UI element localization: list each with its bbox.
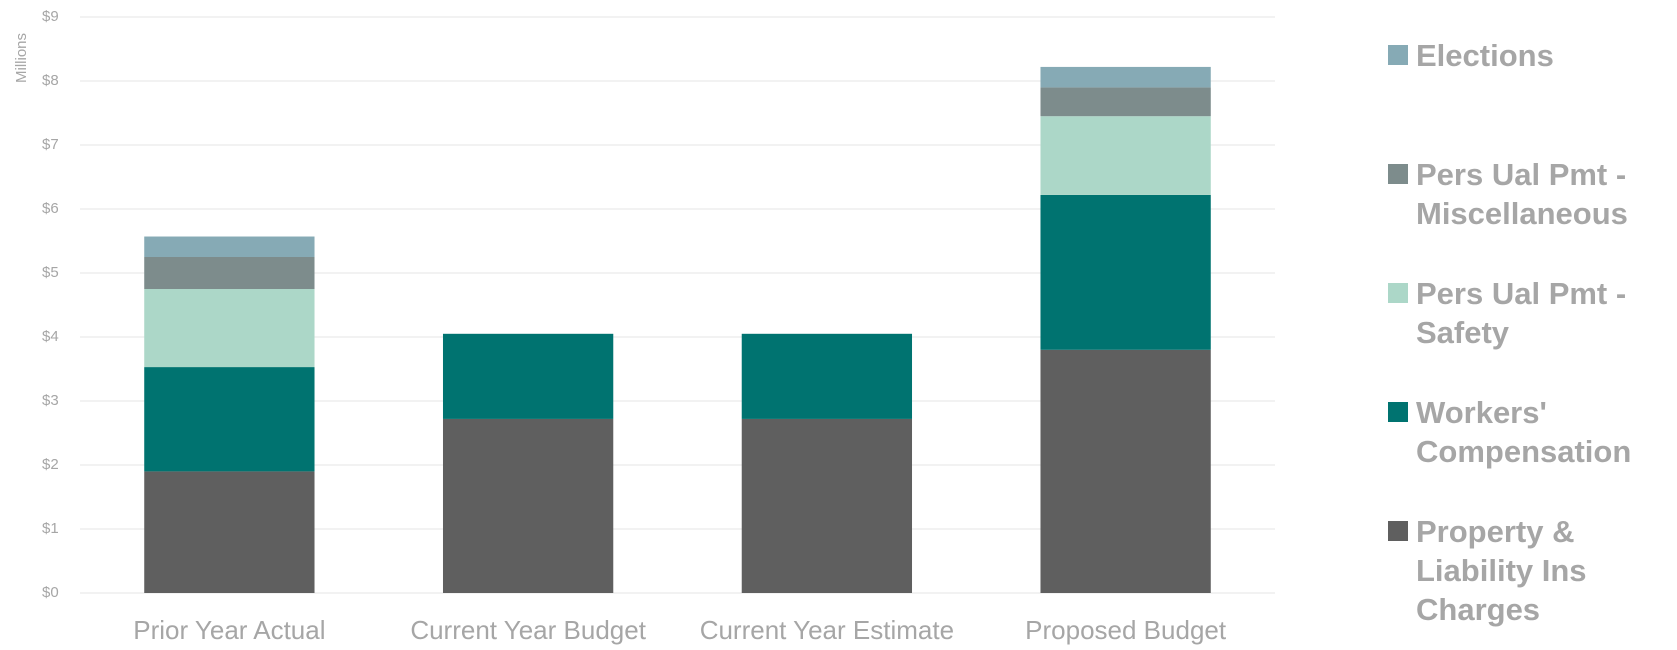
- bar-segment: [442, 418, 614, 593]
- legend-label: Pers Ual Pmt - Safety: [1416, 276, 1627, 350]
- y-tick-label: $7: [42, 136, 59, 153]
- x-tick-label: Current Year Estimate: [700, 615, 954, 645]
- legend-label: Elections: [1416, 38, 1554, 73]
- y-axis-label: Millions: [13, 33, 30, 83]
- legend-label: Pers Ual Pmt - Miscellaneous: [1416, 157, 1628, 231]
- y-tick-label: $6: [42, 200, 59, 217]
- bar-segment: [144, 236, 315, 257]
- bar-segment: [1040, 349, 1211, 593]
- plot: Millions $0 $1 $2 $3 $4 $5 $6 $7 $8 $9 Prior Year …: [13, 8, 1275, 645]
- legend-item: Workers' Compensation: [1388, 393, 1673, 471]
- bar-segment: [442, 333, 614, 419]
- legend-label: Property & Liability Ins Charges: [1416, 514, 1587, 627]
- y-tick-label: $3: [42, 392, 59, 409]
- bar-segment: [144, 257, 315, 289]
- y-tick-label: $0: [42, 584, 59, 601]
- bar-segment: [741, 418, 913, 593]
- legend-item: Pers Ual Pmt - Miscellaneous: [1388, 155, 1673, 233]
- x-tick-label: Proposed Budget: [1025, 615, 1227, 645]
- legend-item: Property & Liability Ins Charges: [1388, 512, 1673, 629]
- y-tick-label: $8: [42, 72, 59, 89]
- x-tick-label: Prior Year Actual: [133, 615, 325, 645]
- bar-segment: [741, 333, 913, 419]
- y-tick-label: $4: [42, 328, 59, 345]
- legend-swatch: [1388, 45, 1408, 65]
- bar-segment: [1040, 87, 1211, 117]
- legend-item: Pers Ual Pmt - Safety: [1388, 274, 1673, 352]
- bar-segment: [144, 367, 315, 472]
- bar-segment: [1040, 194, 1211, 350]
- y-tick-label: $9: [42, 8, 59, 25]
- legend: Elections Pers Ual Pmt - Miscellaneous Per…: [1388, 0, 1673, 650]
- legend-swatch: [1388, 283, 1408, 303]
- legend-swatch: [1388, 164, 1408, 184]
- y-tick-label: $2: [42, 456, 59, 473]
- bar-segment: [1040, 116, 1211, 195]
- bar-segment: [144, 289, 315, 368]
- bar-segment: [1040, 66, 1211, 88]
- legend-swatch: [1388, 402, 1408, 422]
- x-tick-label: Current Year Budget: [410, 615, 646, 645]
- legend-item: Elections: [1388, 36, 1673, 75]
- y-tick-label: $5: [42, 264, 59, 281]
- y-tick-label: $1: [42, 520, 59, 537]
- bar-segment: [144, 471, 315, 593]
- legend-label: Workers' Compensation: [1416, 395, 1632, 469]
- legend-swatch: [1388, 521, 1408, 541]
